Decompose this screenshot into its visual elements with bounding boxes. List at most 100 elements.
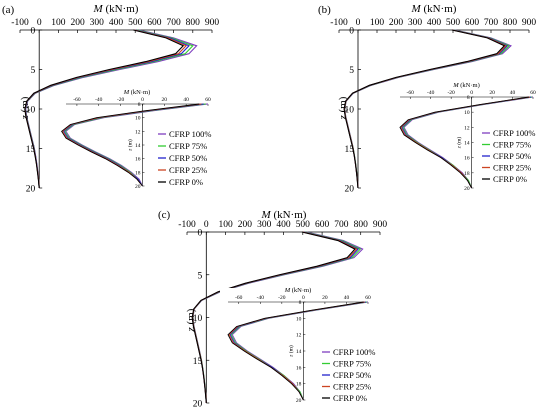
panel-2-y-tick-label-1: 5: [198, 271, 203, 281]
chart-panel-0: (a)-100 0 100 200 300 400 500 600 700 800 90005101…: [2, 3, 219, 195]
panel-1-y-tick-label-2: 10: [345, 106, 355, 116]
panel-1-inset-x-tick-label-5: 40: [510, 90, 516, 96]
panel-2-x-tick-label-10: 900: [373, 220, 388, 230]
panel-1-legend-label-cfrp-25: CFRP 25%: [493, 163, 531, 173]
panel-2-inset-y-tick-label-0: 8: [299, 300, 302, 306]
panel-1-inset-y-tick-label-4: 16: [464, 156, 470, 162]
panel-0-x-tick-label-3: 200: [70, 18, 85, 28]
panel-1-x-tick-label-8: 700: [484, 18, 499, 28]
panel-1-x-tick-label-5: 400: [427, 18, 442, 28]
panel-0-y-axis-var: z: [19, 114, 31, 120]
panel-2-inset-series-cfrp-0: [227, 301, 364, 401]
panel-2-inset-x-tick-label-0: -60: [235, 295, 243, 301]
panel-2-x-tick-label-8: 700: [334, 220, 349, 230]
panel-0-legend: CFRP 100% CFRP 75% CFRP 50% CFRP 25% CFRP 0%: [158, 129, 211, 187]
panel-1-y-tick-label-4: 20: [345, 185, 355, 195]
panel-0-x-tick-label-4: 300: [90, 18, 105, 28]
panel-0-x-tick-label-7: 600: [147, 18, 162, 28]
panel-1-x-tick-label-6: 500: [446, 18, 461, 28]
panel-1-x-tick-label-7: 600: [465, 18, 480, 28]
panel-2-inset-x-tick-label-6: 60: [365, 295, 371, 301]
panel-1-inset-y-tick-label-1: 10: [464, 110, 470, 116]
panel-2-inset-x-tick-label-3: 0: [302, 295, 305, 301]
panel-1-x-tick-label-3: 200: [389, 18, 404, 28]
panel-1-y-tick-label-3: 15: [345, 145, 355, 155]
chart-panel-2: (c)-100 0 100 200 300 400 500 600 700 800 90005101…: [158, 209, 387, 409]
panel-0-inset-series-cfrp-0: [61, 103, 200, 187]
panel-2-y-tick-label-4: 20: [193, 400, 203, 409]
panel-2-inset-x-tick-label-1: -40: [257, 295, 265, 301]
panel-1-inset-y-axis-unit: (m): [456, 137, 463, 146]
panel-1-inset-y-tick-label-2: 12: [464, 125, 470, 131]
panel-0-x-axis-var: M: [93, 3, 104, 15]
panel-0-inset-x-axis-var: M: [123, 89, 130, 96]
panel-1-x-axis-var: M: [411, 3, 422, 15]
panel-1-legend-label-cfrp-100: CFRP 100%: [493, 128, 535, 138]
panel-0-legend-label-cfrp-0: CFRP 0%: [169, 177, 203, 187]
panel-2-x-tick-label-1: 0: [204, 220, 209, 230]
panel-0-inset-x-tick-label-0: -60: [73, 97, 81, 103]
panel-0-x-axis-title: M (kN·m): [93, 3, 139, 15]
panel-1-inset-x-axis-title: M (kN·m): [452, 82, 480, 89]
panel-1-x-axis-title: M (kN·m): [411, 3, 457, 15]
panel-0-inset-y-tick-label-4: 16: [135, 157, 141, 163]
panel-1-inset-x-axis-var: M: [452, 82, 459, 89]
panel-0-x-tick-label-6: 500: [128, 18, 143, 28]
panel-1-inset-y-tick-label-3: 14: [464, 141, 470, 147]
panel-2-legend-label-cfrp-0: CFRP 0%: [333, 393, 367, 403]
panel-2-y-tick-label-0: 0: [198, 229, 203, 239]
panel-2-x-tick-label-9: 800: [354, 220, 369, 230]
panel-2-x-tick-label-6: 500: [296, 220, 311, 230]
panel-2-x-tick-label-0: -100: [178, 220, 196, 230]
panel-2-legend-label-cfrp-75: CFRP 75%: [333, 359, 371, 369]
panel-2-inset-x-axis-var: M: [284, 287, 291, 294]
panel-2-x-tick-label-3: 200: [238, 220, 253, 230]
panel-2-inset-y-axis-var: z: [288, 354, 294, 358]
panel-2-x-axis-unit: (kN·m): [271, 209, 307, 221]
panel-0-legend-label-cfrp-75: CFRP 75%: [169, 141, 207, 151]
panel-2-inset-y-axis-unit: (m): [287, 345, 294, 354]
panel-1-legend-label-cfrp-75: CFRP 75%: [493, 140, 531, 150]
panel-2-x-tick-label-2: 100: [218, 220, 233, 230]
panel-1-label: (b): [318, 4, 331, 16]
panel-2-x-axis-var: M: [261, 209, 272, 221]
panel-2-inset-y-tick-label-4: 16: [296, 365, 302, 371]
panel-1-inset-x-tick-label-3: 0: [470, 90, 473, 96]
panel-1-x-tick-label-1: 0: [356, 18, 361, 28]
panel-1-inset-y-axis-var: z: [457, 145, 463, 149]
panel-1-legend-label-cfrp-0: CFRP 0%: [493, 174, 527, 184]
panel-1-inset-x-tick-label-0: -60: [407, 90, 415, 96]
panel-2-y-tick-label-3: 15: [193, 357, 203, 367]
panel-1-series-cfrp-0: [343, 29, 506, 189]
panel-2-y-tick-label-2: 10: [193, 314, 203, 324]
panel-2-inset-y-axis-title: z (m): [287, 345, 294, 358]
panel-0-x-tick-label-8: 700: [166, 18, 181, 28]
panel-0-inset-y-tick-label-5: 18: [135, 170, 141, 176]
panel-2-legend-label-cfrp-50: CFRP 50%: [333, 370, 371, 380]
panel-0-series-cfrp-0: [24, 29, 185, 189]
panel-1-x-tick-label-2: 100: [370, 18, 385, 28]
panel-0-y-tick-label-0: 0: [30, 27, 35, 37]
panel-0-inset-x-tick-label-4: 20: [162, 97, 168, 103]
panel-0-y-tick-label-1: 5: [30, 66, 35, 76]
panel-1-x-tick-label-9: 800: [503, 18, 518, 28]
panel-1-y-axis-var: z: [337, 114, 349, 120]
panel-0-y-tick-label-3: 15: [26, 145, 36, 155]
panel-0-inset: -60 -40 -20 0 20 40 60 8 10 12 14 16 18 20 M (kN·m) z (…: [58, 89, 212, 190]
panel-0-inset-y-tick-label-1: 10: [135, 116, 141, 122]
panel-0-legend-label-cfrp-50: CFRP 50%: [169, 153, 207, 163]
panel-1-inset-x-tick-label-4: 20: [489, 90, 495, 96]
panel-1-x-tick-label-4: 300: [408, 18, 423, 28]
panel-0-inset-x-axis-unit: (kN·m): [129, 89, 150, 96]
panel-2-inset-x-tick-label-5: 40: [344, 295, 350, 301]
panel-0-y-tick-label-4: 20: [26, 185, 36, 195]
panel-1-inset-y-tick-label-6: 20: [464, 186, 470, 192]
panel-1-y-tick-label-0: 0: [349, 27, 354, 37]
panel-1-inset: -60 -40 -20 0 20 40 60 8 10 12 14 16 18 20 M (kN·m) z (…: [392, 82, 537, 192]
panel-0-label: (a): [2, 4, 15, 16]
panel-2-inset-y-tick-label-5: 18: [296, 382, 302, 388]
panel-0-inset-x-tick-label-3: 0: [141, 97, 144, 103]
panel-0-inset-y-tick-label-2: 12: [135, 129, 141, 135]
panel-0-x-tick-label-9: 800: [186, 18, 201, 28]
